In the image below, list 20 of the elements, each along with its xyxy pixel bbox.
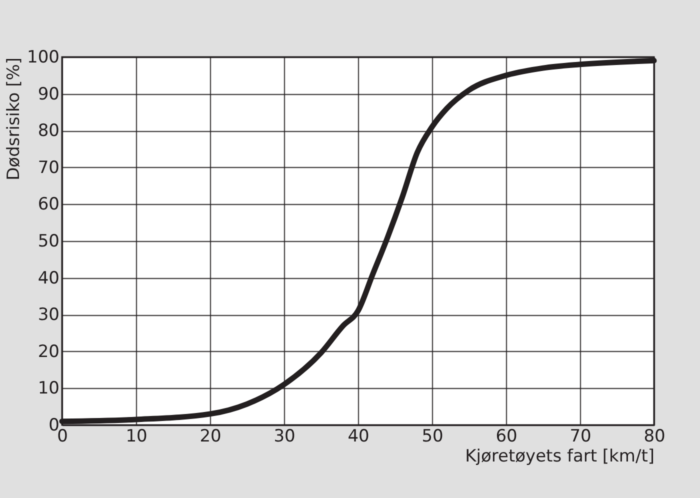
- x-tick-label: 80: [644, 426, 666, 446]
- x-tick-label: 40: [348, 426, 370, 446]
- y-tick-label: 30: [38, 305, 60, 326]
- y-tick-label: 70: [38, 158, 60, 178]
- y-tick-label: 80: [38, 121, 60, 142]
- y-tick-label: 40: [38, 268, 60, 288]
- y-tick-label: 60: [38, 194, 60, 215]
- y-axis-title: Dødsrisiko [%]: [4, 58, 24, 180]
- x-tick-label: 20: [200, 426, 222, 446]
- x-tick-label: 30: [274, 426, 296, 446]
- y-tick-label: 90: [38, 84, 60, 104]
- y-tick-label: 10: [38, 378, 60, 399]
- x-tick-label: 50: [422, 426, 444, 446]
- x-tick-label: 70: [570, 426, 592, 446]
- y-tick-label: 20: [38, 342, 60, 362]
- y-tick-label: 50: [38, 232, 60, 252]
- x-tick-label: 10: [126, 426, 148, 446]
- y-tick-label: 100: [27, 48, 60, 68]
- x-tick-label: 60: [496, 426, 518, 446]
- x-axis-title: Kjøretøyets fart [km/t]: [465, 446, 654, 466]
